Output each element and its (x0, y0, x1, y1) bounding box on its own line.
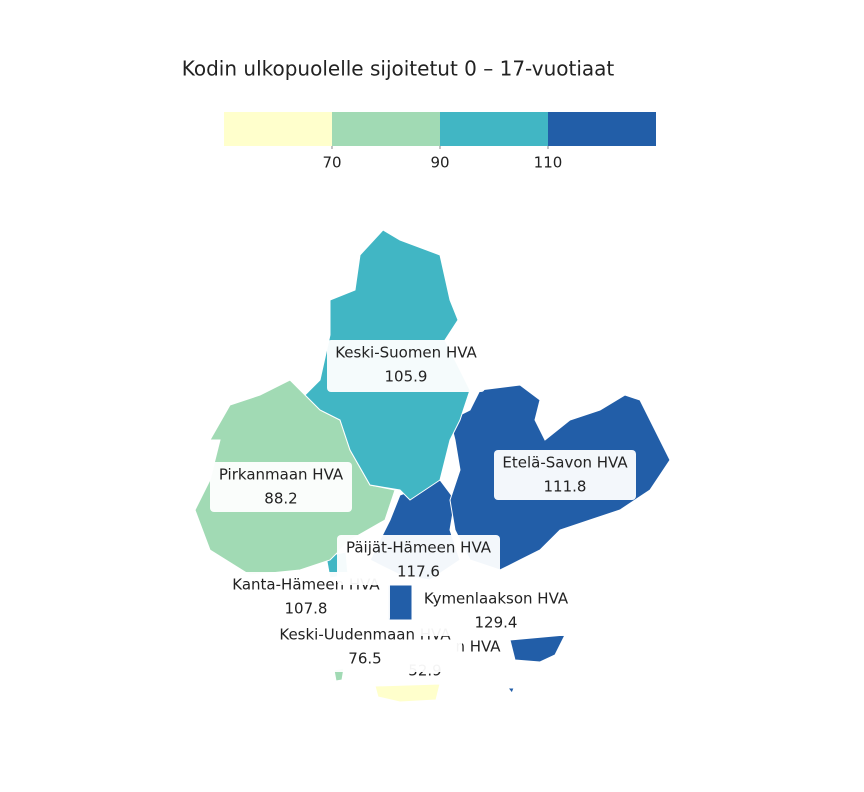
label-box (337, 535, 500, 585)
region-value: 105.9 (385, 368, 428, 386)
region (509, 634, 566, 663)
legend-swatch (332, 112, 440, 146)
region-name: Pirkanmaan HVA (219, 466, 344, 484)
label-box (268, 622, 462, 672)
label-box (210, 462, 352, 512)
region-value: 117.6 (397, 563, 440, 581)
label-box (414, 586, 578, 636)
region (374, 683, 441, 703)
region-name: Kymenlaakson HVA (424, 590, 569, 608)
region (387, 584, 413, 621)
region-value: 129.4 (475, 614, 518, 632)
legend-swatch (224, 112, 332, 146)
region-name: Keski-Suomen HVA (335, 344, 477, 362)
region-name: Päijät-Hämeen HVA (346, 539, 492, 557)
region-value: 107.8 (285, 600, 328, 618)
region-value: 111.8 (544, 478, 587, 496)
label-box (327, 340, 485, 392)
region-name: Etelä-Savon HVA (502, 454, 628, 472)
region-value: 76.5 (348, 650, 381, 668)
legend-label: 90 (430, 154, 449, 172)
legend-swatch (440, 112, 548, 146)
legend-swatch (548, 112, 656, 146)
map-title: Kodin ulkopuolelle sijoitetut 0 – 17-vuo… (182, 57, 615, 81)
region-name: Keski-Uudenmaan HVA (279, 626, 451, 644)
legend-label: 70 (322, 154, 341, 172)
label-box (494, 450, 636, 500)
region-value: 88.2 (264, 490, 297, 508)
region-name: n HVA (455, 638, 501, 656)
region (506, 687, 515, 694)
legend-label: 110 (534, 154, 563, 172)
